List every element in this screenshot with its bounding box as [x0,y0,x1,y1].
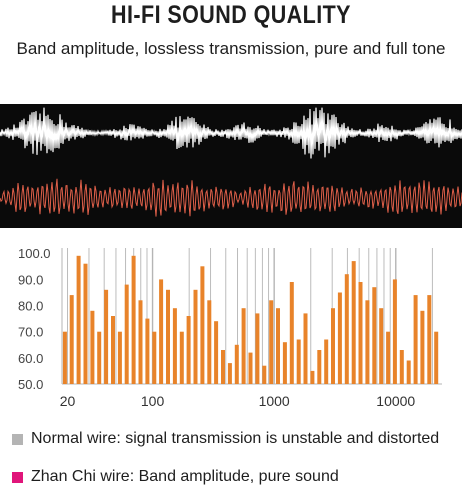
bar [62,331,67,384]
bar [372,287,377,384]
bar [276,308,280,384]
bar [434,331,439,384]
bar [90,310,95,384]
bar [337,292,342,384]
bar [152,331,157,384]
bar [207,300,212,384]
bar [117,331,122,384]
bar [310,370,315,384]
legend-normal-label: Normal wire: signal transmission is unst… [31,430,440,447]
bar [289,282,294,384]
bar [406,360,411,384]
waveform-graphic [0,107,462,217]
bar [179,331,184,384]
y-tick-label: 50.0 [18,377,43,392]
bar [413,295,418,384]
legend-swatch-normal [12,433,23,445]
bar [193,289,198,384]
bar [331,308,335,384]
page-title: HI-FI SOUND QUALITY [111,1,351,29]
y-tick-label: 70.0 [18,325,43,340]
bar [145,318,150,384]
bar [269,300,274,384]
bar [324,339,329,384]
x-tick-label: 10000 [376,393,415,409]
bar [234,344,239,384]
bar [303,313,308,384]
bar [379,308,384,384]
x-tick-label: 20 [60,393,76,409]
bar [111,316,115,384]
y-tick-label: 100.0 [18,246,51,261]
frequency-response-chart: 100.0 90.0 80.0 70.0 60.0 50.0 20 100 1000 10000 [18,246,442,409]
bar [159,279,164,384]
bar [399,350,404,384]
bar [255,313,260,384]
bar [296,339,301,384]
bar [124,284,129,384]
bar [427,295,432,384]
bar [317,350,322,384]
x-tick-label: 100 [141,393,165,409]
pure-waveform [0,178,462,217]
y-tick-label: 90.0 [18,272,43,287]
bar [248,352,253,384]
y-tick-label: 80.0 [18,299,43,314]
bar [214,321,219,384]
bar [104,289,109,384]
bar [138,300,143,384]
waveform-panel [0,104,462,228]
bar [365,300,370,384]
bar [166,289,170,384]
bar [344,274,349,384]
bar [420,310,425,384]
bar [227,363,232,384]
bar [241,308,246,384]
bar [172,308,177,384]
bar [282,342,287,384]
legend-zhan-chi-wire: Zhan Chi wire: Band amplitude, pure soun… [12,466,339,488]
bar [97,331,102,384]
bar [221,350,225,384]
legend-normal-wire: Normal wire: signal transmission is unst… [12,428,439,450]
bar [76,255,81,384]
bar [386,331,391,384]
bar [186,316,191,384]
page-subtitle: Band amplitude, lossless transmission, p… [16,39,446,58]
bar [392,279,397,384]
legend-zhan-chi-label: Zhan Chi wire: Band amplitude, pure soun… [31,468,339,485]
bar [83,263,88,384]
legend-swatch-zhan-chi [12,471,23,483]
y-tick-label: 60.0 [18,351,43,366]
normal-waveform [0,107,462,159]
bar [131,255,136,384]
bar [358,282,363,384]
bar [69,295,74,384]
x-tick-label: 1000 [259,393,290,409]
bar [262,365,267,384]
bar [200,266,205,384]
bar [351,261,356,384]
